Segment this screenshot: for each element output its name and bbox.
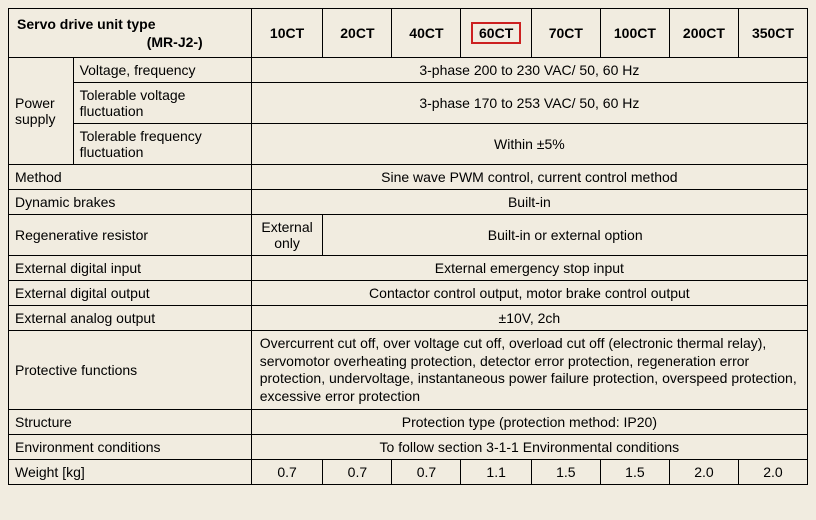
struct-val: Protection type (protection method: IP20… — [251, 410, 807, 435]
method-label: Method — [9, 165, 252, 190]
col-70ct: 70CT — [531, 9, 600, 58]
weight-70ct: 1.5 — [531, 460, 600, 485]
prot-val: Overcurrent cut off, over voltage cut of… — [251, 331, 807, 410]
weight-100ct: 1.5 — [600, 460, 669, 485]
exdin-val: External emergency stop input — [251, 256, 807, 281]
spec-table: Servo drive unit type (MR-J2-) 10CT 20CT… — [8, 8, 808, 485]
tol-volt-val: 3-phase 170 to 253 VAC/ 50, 60 Hz — [251, 83, 807, 124]
volt-freq-label: Voltage, frequency — [73, 58, 251, 83]
col-60ct: 60CT — [461, 9, 531, 58]
exdin-label: External digital input — [9, 256, 252, 281]
tol-freq-label: Tolerable frequency fluctuation — [73, 124, 251, 165]
header-subtitle: (MR-J2-) — [17, 33, 243, 51]
weight-60ct: 1.1 — [461, 460, 531, 485]
tol-volt-label: Tolerable voltage fluctuation — [73, 83, 251, 124]
prot-label: Protective functions — [9, 331, 252, 410]
exdout-label: External digital output — [9, 281, 252, 306]
weight-label: Weight [kg] — [9, 460, 252, 485]
header-title: Servo drive unit type — [17, 16, 155, 32]
col-40ct: 40CT — [392, 9, 461, 58]
method-val: Sine wave PWM control, current control m… — [251, 165, 807, 190]
weight-40ct: 0.7 — [392, 460, 461, 485]
power-supply-label: Power supply — [9, 58, 74, 165]
weight-200ct: 2.0 — [669, 460, 738, 485]
highlight-60ct: 60CT — [471, 22, 521, 44]
header-cell: Servo drive unit type (MR-J2-) — [9, 9, 252, 58]
regen-val2: Built-in or external option — [323, 215, 808, 256]
weight-20ct: 0.7 — [323, 460, 392, 485]
struct-label: Structure — [9, 410, 252, 435]
dyn-val: Built-in — [251, 190, 807, 215]
volt-freq-val: 3-phase 200 to 230 VAC/ 50, 60 Hz — [251, 58, 807, 83]
regen-val1: External only — [251, 215, 323, 256]
tol-freq-val: Within ±5% — [251, 124, 807, 165]
dyn-label: Dynamic brakes — [9, 190, 252, 215]
col-100ct: 100CT — [600, 9, 669, 58]
env-val: To follow section 3-1-1 Environmental co… — [251, 435, 807, 460]
col-10ct: 10CT — [251, 9, 323, 58]
exdout-val: Contactor control output, motor brake co… — [251, 281, 807, 306]
col-20ct: 20CT — [323, 9, 392, 58]
col-350ct: 350CT — [738, 9, 807, 58]
exaout-val: ±10V, 2ch — [251, 306, 807, 331]
exaout-label: External analog output — [9, 306, 252, 331]
regen-label: Regenerative resistor — [9, 215, 252, 256]
col-200ct: 200CT — [669, 9, 738, 58]
env-label: Environment conditions — [9, 435, 252, 460]
weight-350ct: 2.0 — [738, 460, 807, 485]
weight-10ct: 0.7 — [251, 460, 323, 485]
